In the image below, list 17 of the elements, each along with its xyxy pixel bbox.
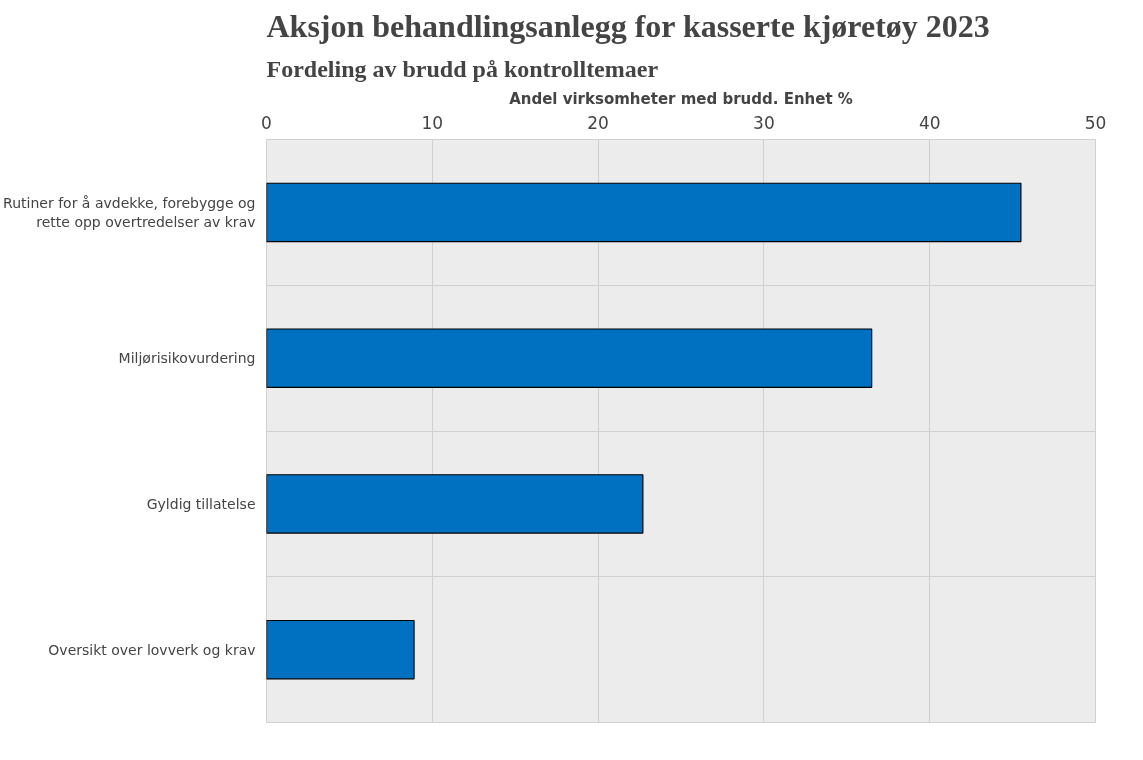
y-tick-label: Oversikt over lovverk og krav (48, 641, 256, 658)
chart-subtitle: Fordeling av brudd på kontrolltemaer (266, 55, 659, 82)
y-tick-label: Gyldig tillatelse (146, 495, 256, 512)
x-tick-label: 0 (261, 112, 272, 133)
y-tick-label: Rutiner for å avdekke, forebygge og rette opp overtredelser av krav (3, 194, 256, 230)
x-axis-title: Andel virksomheter med brudd. Enhet % (509, 89, 853, 108)
bar (266, 474, 644, 534)
bar (266, 182, 1022, 243)
x-tick-label: 10 (421, 112, 444, 133)
bar (266, 619, 415, 680)
x-tick-label: 40 (918, 112, 941, 133)
x-tick-label: 20 (587, 112, 609, 133)
chart-title: Aksjon behandlingsanlegg for kasserte kjøretøy 2023 (266, 7, 990, 44)
x-tick-label: 50 (1084, 112, 1107, 133)
bar (266, 328, 873, 388)
x-tick-label: 30 (753, 112, 775, 133)
y-tick-label: Miljørisikovurdering (118, 350, 256, 367)
